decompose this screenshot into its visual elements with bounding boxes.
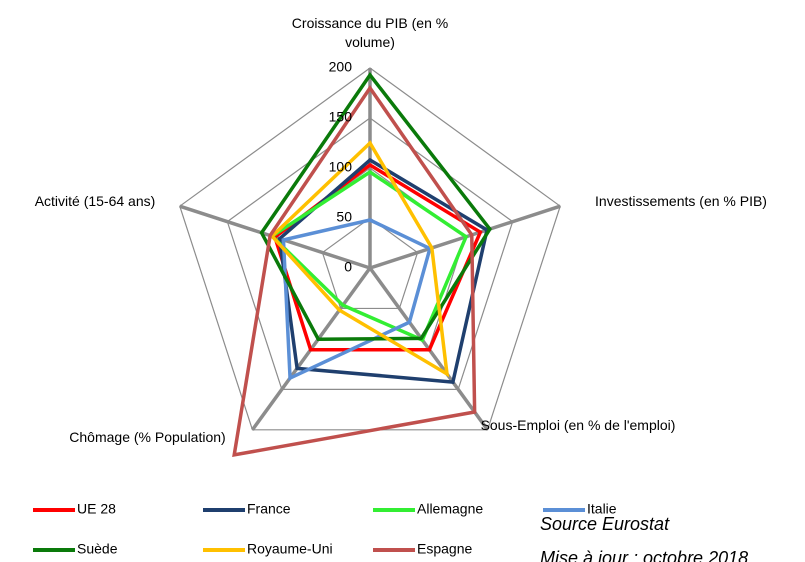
r-tick-label: 150	[329, 109, 353, 125]
axis-label: Sous-Emploi (en % de l'emploi)	[480, 417, 676, 433]
axis-label: Chômage (% Population)	[69, 429, 226, 445]
axis-label: Activité (15-64 ans)	[34, 193, 156, 209]
series-line	[269, 169, 469, 343]
legend-label: Italie	[587, 501, 617, 517]
series-line	[281, 218, 432, 381]
legend-label: Suède	[77, 541, 118, 557]
axis-label: Investissements (en % PIB)	[595, 193, 767, 209]
series-line	[277, 157, 489, 384]
legend-label: Espagne	[417, 541, 472, 557]
r-tick-label: 0	[344, 259, 352, 275]
update-note: Mise à jour : octobre 2018	[540, 548, 749, 562]
r-tick-label: 100	[329, 159, 353, 175]
grid-line	[226, 117, 514, 390]
legend-label: UE 28	[77, 501, 116, 517]
source-note: Source Eurostat	[540, 514, 670, 534]
axis-label: Croissance du PIB (en % volume)	[291, 15, 449, 50]
legend-label: France	[247, 501, 291, 517]
grid-line	[321, 217, 419, 310]
series-line	[259, 72, 492, 341]
r-tick-label: 200	[329, 59, 353, 75]
series-line	[269, 140, 450, 378]
legend-label: Allemagne	[417, 501, 483, 517]
series-line	[232, 84, 477, 458]
r-tick-label: 50	[336, 209, 352, 225]
legend-label: Royaume-Uni	[247, 541, 333, 557]
